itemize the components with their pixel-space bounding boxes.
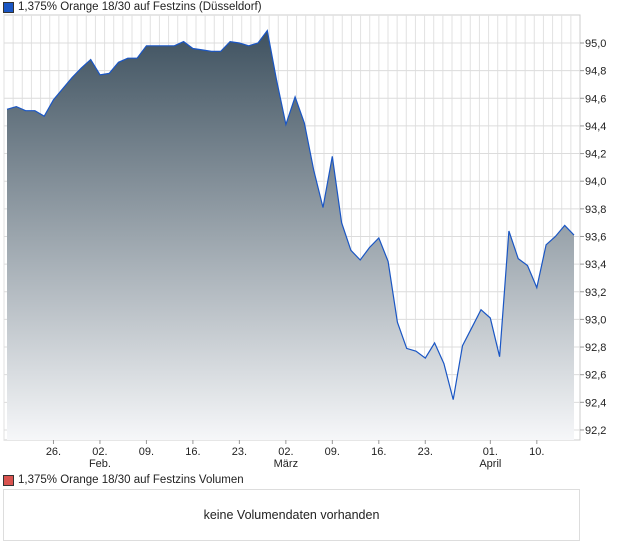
y-tick-label: 94,8 [585, 66, 606, 78]
volume-legend: 1,375% Orange 18/30 auf Festzins Volumen [3, 474, 244, 486]
y-tick-label: 93,0 [585, 314, 606, 326]
y-tick-label: 95,0 [585, 38, 606, 50]
x-tick-label: 16. [371, 446, 386, 458]
x-tick-label: 16. [185, 446, 200, 458]
volume-legend-swatch [3, 474, 14, 486]
price-line [6, 29, 575, 400]
price-chart: 92,2 92,4 92,6 92,8 93,0 93,2 93,4 93,6 93,8 94,0… [3, 14, 606, 470]
y-tick-label: 92,2 [585, 425, 606, 437]
x-tick-label: 09. [139, 446, 154, 458]
volume-panel: keine Volumendaten vorhanden [3, 489, 580, 541]
x-tick-label: 26. [46, 446, 61, 458]
x-month-label: Feb. [89, 458, 111, 470]
x-month-label: April [479, 458, 501, 470]
x-tick-label: 02. [278, 446, 293, 458]
price-legend-swatch [3, 1, 14, 13]
y-tick-label: 93,2 [585, 287, 606, 299]
x-tick-label: 01. [483, 446, 498, 458]
x-month-label: März [274, 458, 298, 470]
y-tick-label: 92,4 [585, 397, 606, 409]
y-tick-label: 93,8 [585, 204, 606, 216]
y-tick-label: 94,6 [585, 93, 606, 105]
x-tick-label: 10. [529, 446, 544, 458]
price-area [7, 30, 574, 440]
y-tick-label: 92,8 [585, 342, 606, 354]
volume-message: keine Volumendaten vorhanden [203, 508, 380, 522]
y-tick-label: 93,4 [585, 259, 606, 271]
x-tick-label: 09. [325, 446, 340, 458]
y-tick-label: 94,2 [585, 149, 606, 161]
volume-legend-label: 1,375% Orange 18/30 auf Festzins Volumen [18, 474, 244, 486]
x-tick-label: 23. [418, 446, 433, 458]
price-legend-label: 1,375% Orange 18/30 auf Festzins (Düssel… [18, 1, 262, 13]
price-legend: 1,375% Orange 18/30 auf Festzins (Düssel… [3, 1, 262, 13]
x-tick-label: 02. [92, 446, 107, 458]
y-tick-label: 94,0 [585, 176, 606, 188]
y-tick-label: 92,6 [585, 370, 606, 382]
x-tick-label: 23. [232, 446, 247, 458]
y-tick-label: 93,6 [585, 231, 606, 243]
y-tick-label: 94,4 [585, 121, 606, 133]
